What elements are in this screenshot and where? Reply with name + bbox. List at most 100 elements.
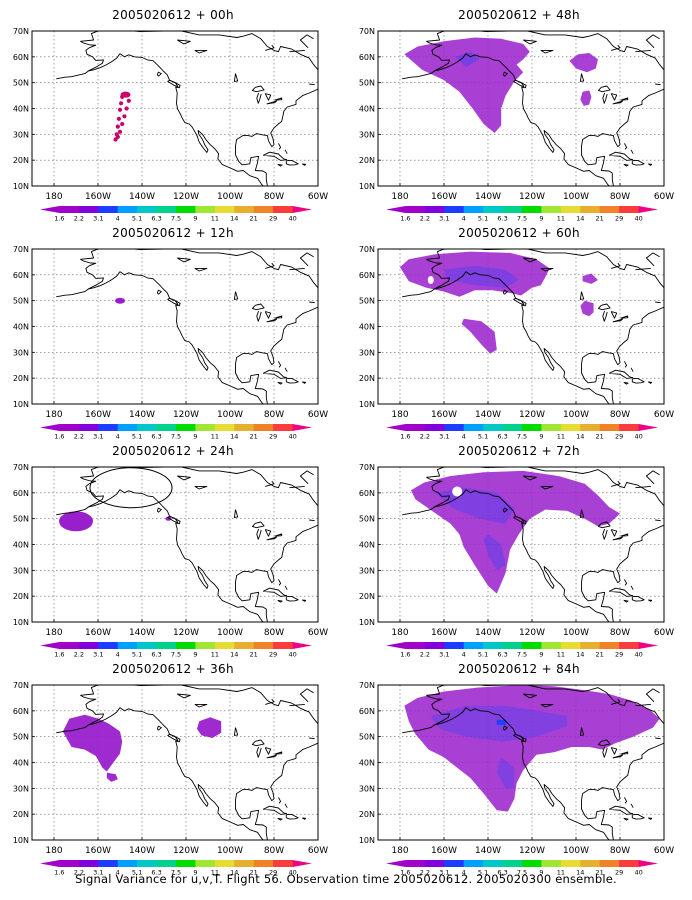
lat-tick-label: 70N — [13, 681, 29, 690]
colorbar-swatch — [541, 642, 562, 649]
colorbar-swatch — [273, 642, 293, 649]
colorbar-label: 1.6 — [54, 215, 64, 223]
map-svg: 10N 20N 30N 40N 50N 60N 70N 180 160W 140W 120W 100W… — [13, 681, 328, 877]
colorbar-swatch — [405, 860, 426, 867]
colorbar-label: 9 — [539, 433, 543, 441]
lon-tick-label: 180 — [45, 846, 62, 856]
colorbar-label: 5.1 — [478, 869, 488, 877]
lon-tick-label: 60W — [654, 192, 674, 202]
colorbar-tip — [638, 642, 658, 649]
colorbar-label: 40 — [288, 651, 296, 659]
lon-tick-label: 180 — [391, 846, 408, 856]
lat-tick-label: 50N — [359, 297, 375, 306]
colorbar-label: 21 — [596, 433, 604, 441]
colorbar-label: 9 — [539, 651, 543, 659]
map-background — [32, 467, 318, 622]
panel-title: 2005020612 + 24h — [112, 444, 234, 458]
colorbar-label: 14 — [576, 215, 584, 223]
colorbar-swatch — [502, 860, 523, 867]
colorbar-label: 4 — [462, 651, 466, 659]
lat-tick-label: 30N — [359, 784, 375, 793]
colorbar-label: 4 — [116, 651, 120, 659]
colorbar-label: 7.5 — [171, 433, 181, 441]
lon-tick-label: 100W — [563, 410, 589, 420]
map-svg: 10N 20N 30N 40N 50N 60N 70N 180 160W 140W 120W 100W… — [359, 681, 674, 877]
lon-tick-label: 140W — [475, 628, 501, 638]
colorbar-swatch — [424, 860, 445, 867]
colorbar-label: 1.6 — [400, 651, 410, 659]
colorbar-swatch — [483, 206, 503, 213]
map-grid — [32, 467, 318, 622]
colorbar-swatch — [619, 860, 639, 867]
panel-title: 2005020612 + 48h — [458, 8, 580, 22]
colorbar-swatch — [117, 206, 138, 213]
colorbar-swatch — [483, 424, 503, 431]
lon-tick-label: 160W — [431, 410, 457, 420]
map-panel: 10N 20N 30N 40N 50N 60N 70N 180 160W 140W 120W 100W… — [346, 654, 692, 877]
colorbar-swatch — [541, 424, 562, 431]
colorbar-tip — [40, 860, 60, 867]
colorbar-swatch — [253, 642, 274, 649]
variance-region — [461, 318, 497, 354]
lon-tick-label: 80W — [610, 192, 630, 202]
colorbar-swatch — [560, 424, 581, 431]
lat-tick-label: 30N — [13, 130, 29, 139]
colorbar-label: 14 — [576, 869, 584, 877]
colorbar-tip — [638, 860, 658, 867]
lat-tick-label: 30N — [13, 784, 29, 793]
colorbar-swatch — [176, 206, 196, 213]
colorbar-label: 7.5 — [171, 651, 181, 659]
figure-caption: Signal Variance for u,v,T. Flight 56. Ob… — [75, 872, 617, 886]
panel-title: 2005020612 + 60h — [458, 226, 580, 240]
lon-tick-label: 80W — [610, 410, 630, 420]
colorbar-label: 2.2 — [420, 433, 430, 441]
lon-tick-label: 160W — [431, 628, 457, 638]
colorbar-label: 4 — [116, 869, 120, 877]
colorbar-swatch — [253, 860, 274, 867]
lon-tick-label: 140W — [129, 192, 155, 202]
flight-track-point — [116, 116, 121, 121]
colorbar-swatch — [541, 206, 562, 213]
lat-tick-label: 70N — [13, 27, 29, 36]
lon-tick-label: 80W — [264, 628, 284, 638]
colorbar-label: 2.2 — [420, 869, 430, 877]
colorbar-swatch — [424, 424, 445, 431]
lat-tick-label: 40N — [359, 105, 375, 114]
colorbar-label: 2.2 — [74, 869, 84, 877]
map-panel: 10N 20N 30N 40N 50N 60N 70N 180 160W 140W 120W 100W… — [0, 218, 346, 441]
colorbar-swatch — [78, 424, 99, 431]
map-svg: 10N 20N 30N 40N 50N 60N 70N 180 160W 140W 120W 100W… — [13, 463, 328, 659]
colorbar-swatch — [137, 642, 157, 649]
variance-region — [106, 772, 118, 782]
colorbar-swatch — [444, 206, 465, 213]
lon-tick-label: 100W — [217, 192, 243, 202]
colorbar-swatch — [424, 642, 445, 649]
lon-tick-label: 60W — [654, 410, 674, 420]
lon-tick-label: 180 — [45, 192, 62, 202]
lat-tick-label: 30N — [359, 348, 375, 357]
variance-region — [404, 37, 530, 133]
colorbar-label: 21 — [596, 869, 604, 877]
colorbar-swatch — [599, 642, 620, 649]
lat-tick-label: 20N — [13, 592, 29, 601]
map-background — [32, 31, 318, 186]
colorbar-label: 5.1 — [132, 869, 142, 877]
lon-tick-label: 180 — [45, 628, 62, 638]
lon-tick-label: 180 — [391, 410, 408, 420]
colorbar-tip — [386, 860, 406, 867]
colorbar-tip — [292, 860, 312, 867]
lon-tick-label: 120W — [519, 846, 545, 856]
colorbar-label: 9 — [193, 433, 197, 441]
colorbar-swatch — [156, 424, 177, 431]
colorbar-label: 5.1 — [478, 433, 488, 441]
lat-tick-label: 10N — [13, 400, 29, 409]
colorbar-swatch — [214, 424, 235, 431]
colorbar-swatch — [214, 206, 235, 213]
colorbar-swatch — [156, 206, 177, 213]
colorbar-label: 1.6 — [54, 433, 64, 441]
panel-title: 2005020612 + 72h — [458, 444, 580, 458]
colorbar-swatch — [463, 424, 484, 431]
map-panel-grid: 10N 20N 30N 40N 50N 60N 70N 180 160W 140W 120W 100W… — [0, 8, 692, 877]
colorbar-tip — [638, 424, 658, 431]
map-content — [378, 249, 664, 404]
